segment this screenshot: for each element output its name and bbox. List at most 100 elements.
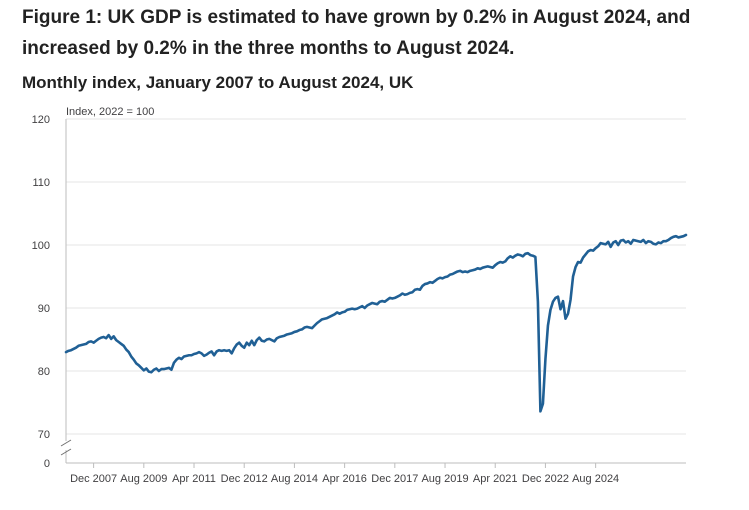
data-point — [637, 240, 639, 242]
data-point — [620, 239, 622, 241]
data-point — [404, 294, 406, 296]
data-point — [599, 242, 601, 244]
data-point — [371, 302, 373, 304]
data-point — [288, 333, 290, 335]
data-point — [243, 346, 245, 348]
data-point — [130, 355, 132, 357]
data-point — [160, 368, 162, 370]
data-point — [411, 291, 413, 293]
data-point — [436, 278, 438, 280]
data-point — [594, 247, 596, 249]
data-point — [379, 301, 381, 303]
data-point — [630, 243, 632, 245]
data-point — [449, 273, 451, 275]
x-tick-label: Dec 2012 — [221, 473, 268, 485]
data-point — [313, 324, 315, 326]
data-point — [579, 261, 581, 263]
data-point — [248, 344, 250, 346]
data-point — [351, 307, 353, 309]
data-point — [356, 307, 358, 309]
data-point — [512, 256, 514, 258]
data-point — [640, 241, 642, 243]
data-point — [627, 240, 629, 242]
axis-break-mark — [60, 439, 72, 447]
data-point — [253, 344, 255, 346]
data-point — [228, 349, 230, 351]
data-point — [384, 301, 386, 303]
data-point — [238, 341, 240, 343]
data-point — [534, 256, 536, 258]
data-point — [364, 307, 366, 309]
data-point — [135, 362, 137, 364]
data-point — [323, 318, 325, 320]
data-point — [597, 245, 599, 247]
data-point — [188, 354, 190, 356]
data-point — [474, 268, 476, 270]
gridlines — [66, 118, 686, 435]
y-tick-label: 70 — [38, 429, 50, 441]
data-point — [138, 364, 140, 366]
data-point — [389, 297, 391, 299]
data-point — [303, 326, 305, 328]
data-point — [494, 264, 496, 266]
data-point — [102, 336, 104, 338]
data-point — [112, 335, 114, 337]
data-point — [223, 349, 225, 351]
data-point — [251, 340, 253, 342]
data-point — [195, 352, 197, 354]
data-point — [213, 354, 215, 356]
data-point — [266, 338, 268, 340]
y-tick-label: 80 — [38, 366, 50, 378]
data-point — [341, 311, 343, 313]
data-point — [321, 318, 323, 320]
axes: 0 70 80 90 100 110 120 Dec 2007 Aug 2009 Apr 2011… — [32, 114, 686, 485]
data-point — [469, 270, 471, 272]
axis-break-mark — [60, 448, 72, 456]
data-point — [610, 246, 612, 248]
data-point — [343, 311, 345, 313]
data-point — [604, 243, 606, 245]
data-point — [557, 295, 559, 297]
data-point — [507, 257, 509, 259]
data-point — [97, 338, 99, 340]
data-point — [235, 343, 237, 345]
data-point — [168, 367, 170, 369]
data-point — [680, 236, 682, 238]
data-point — [647, 240, 649, 242]
data-point — [306, 326, 308, 328]
data-point — [446, 275, 448, 277]
data-point — [487, 265, 489, 267]
x-tick-label: Aug 2014 — [271, 473, 318, 485]
y-tick-label: 110 — [32, 177, 50, 189]
data-point — [652, 243, 654, 245]
data-point — [544, 358, 546, 360]
data-point — [298, 329, 300, 331]
data-point — [559, 308, 561, 310]
data-point — [394, 297, 396, 299]
data-point — [552, 301, 554, 303]
data-point — [336, 311, 338, 313]
data-point — [233, 347, 235, 349]
data-point — [271, 339, 273, 341]
data-point — [100, 336, 102, 338]
data-point — [296, 330, 298, 332]
data-point — [143, 369, 145, 371]
y-tick-label: 0 — [44, 458, 50, 470]
x-tick-label: Apr 2021 — [473, 473, 518, 485]
data-point — [381, 300, 383, 302]
data-point — [241, 345, 243, 347]
data-point — [547, 324, 549, 326]
data-point — [451, 273, 453, 275]
data-point — [218, 349, 220, 351]
y-axis-unit-label: Index, 2022 = 100 — [66, 106, 154, 118]
x-tick-label: Dec 2022 — [522, 473, 569, 485]
data-point — [527, 252, 529, 254]
data-point — [338, 312, 340, 314]
data-point — [391, 297, 393, 299]
data-point — [190, 354, 192, 356]
data-point — [353, 308, 355, 310]
data-point — [685, 234, 687, 236]
data-point — [592, 249, 594, 251]
data-point — [256, 339, 258, 341]
data-point — [564, 318, 566, 320]
